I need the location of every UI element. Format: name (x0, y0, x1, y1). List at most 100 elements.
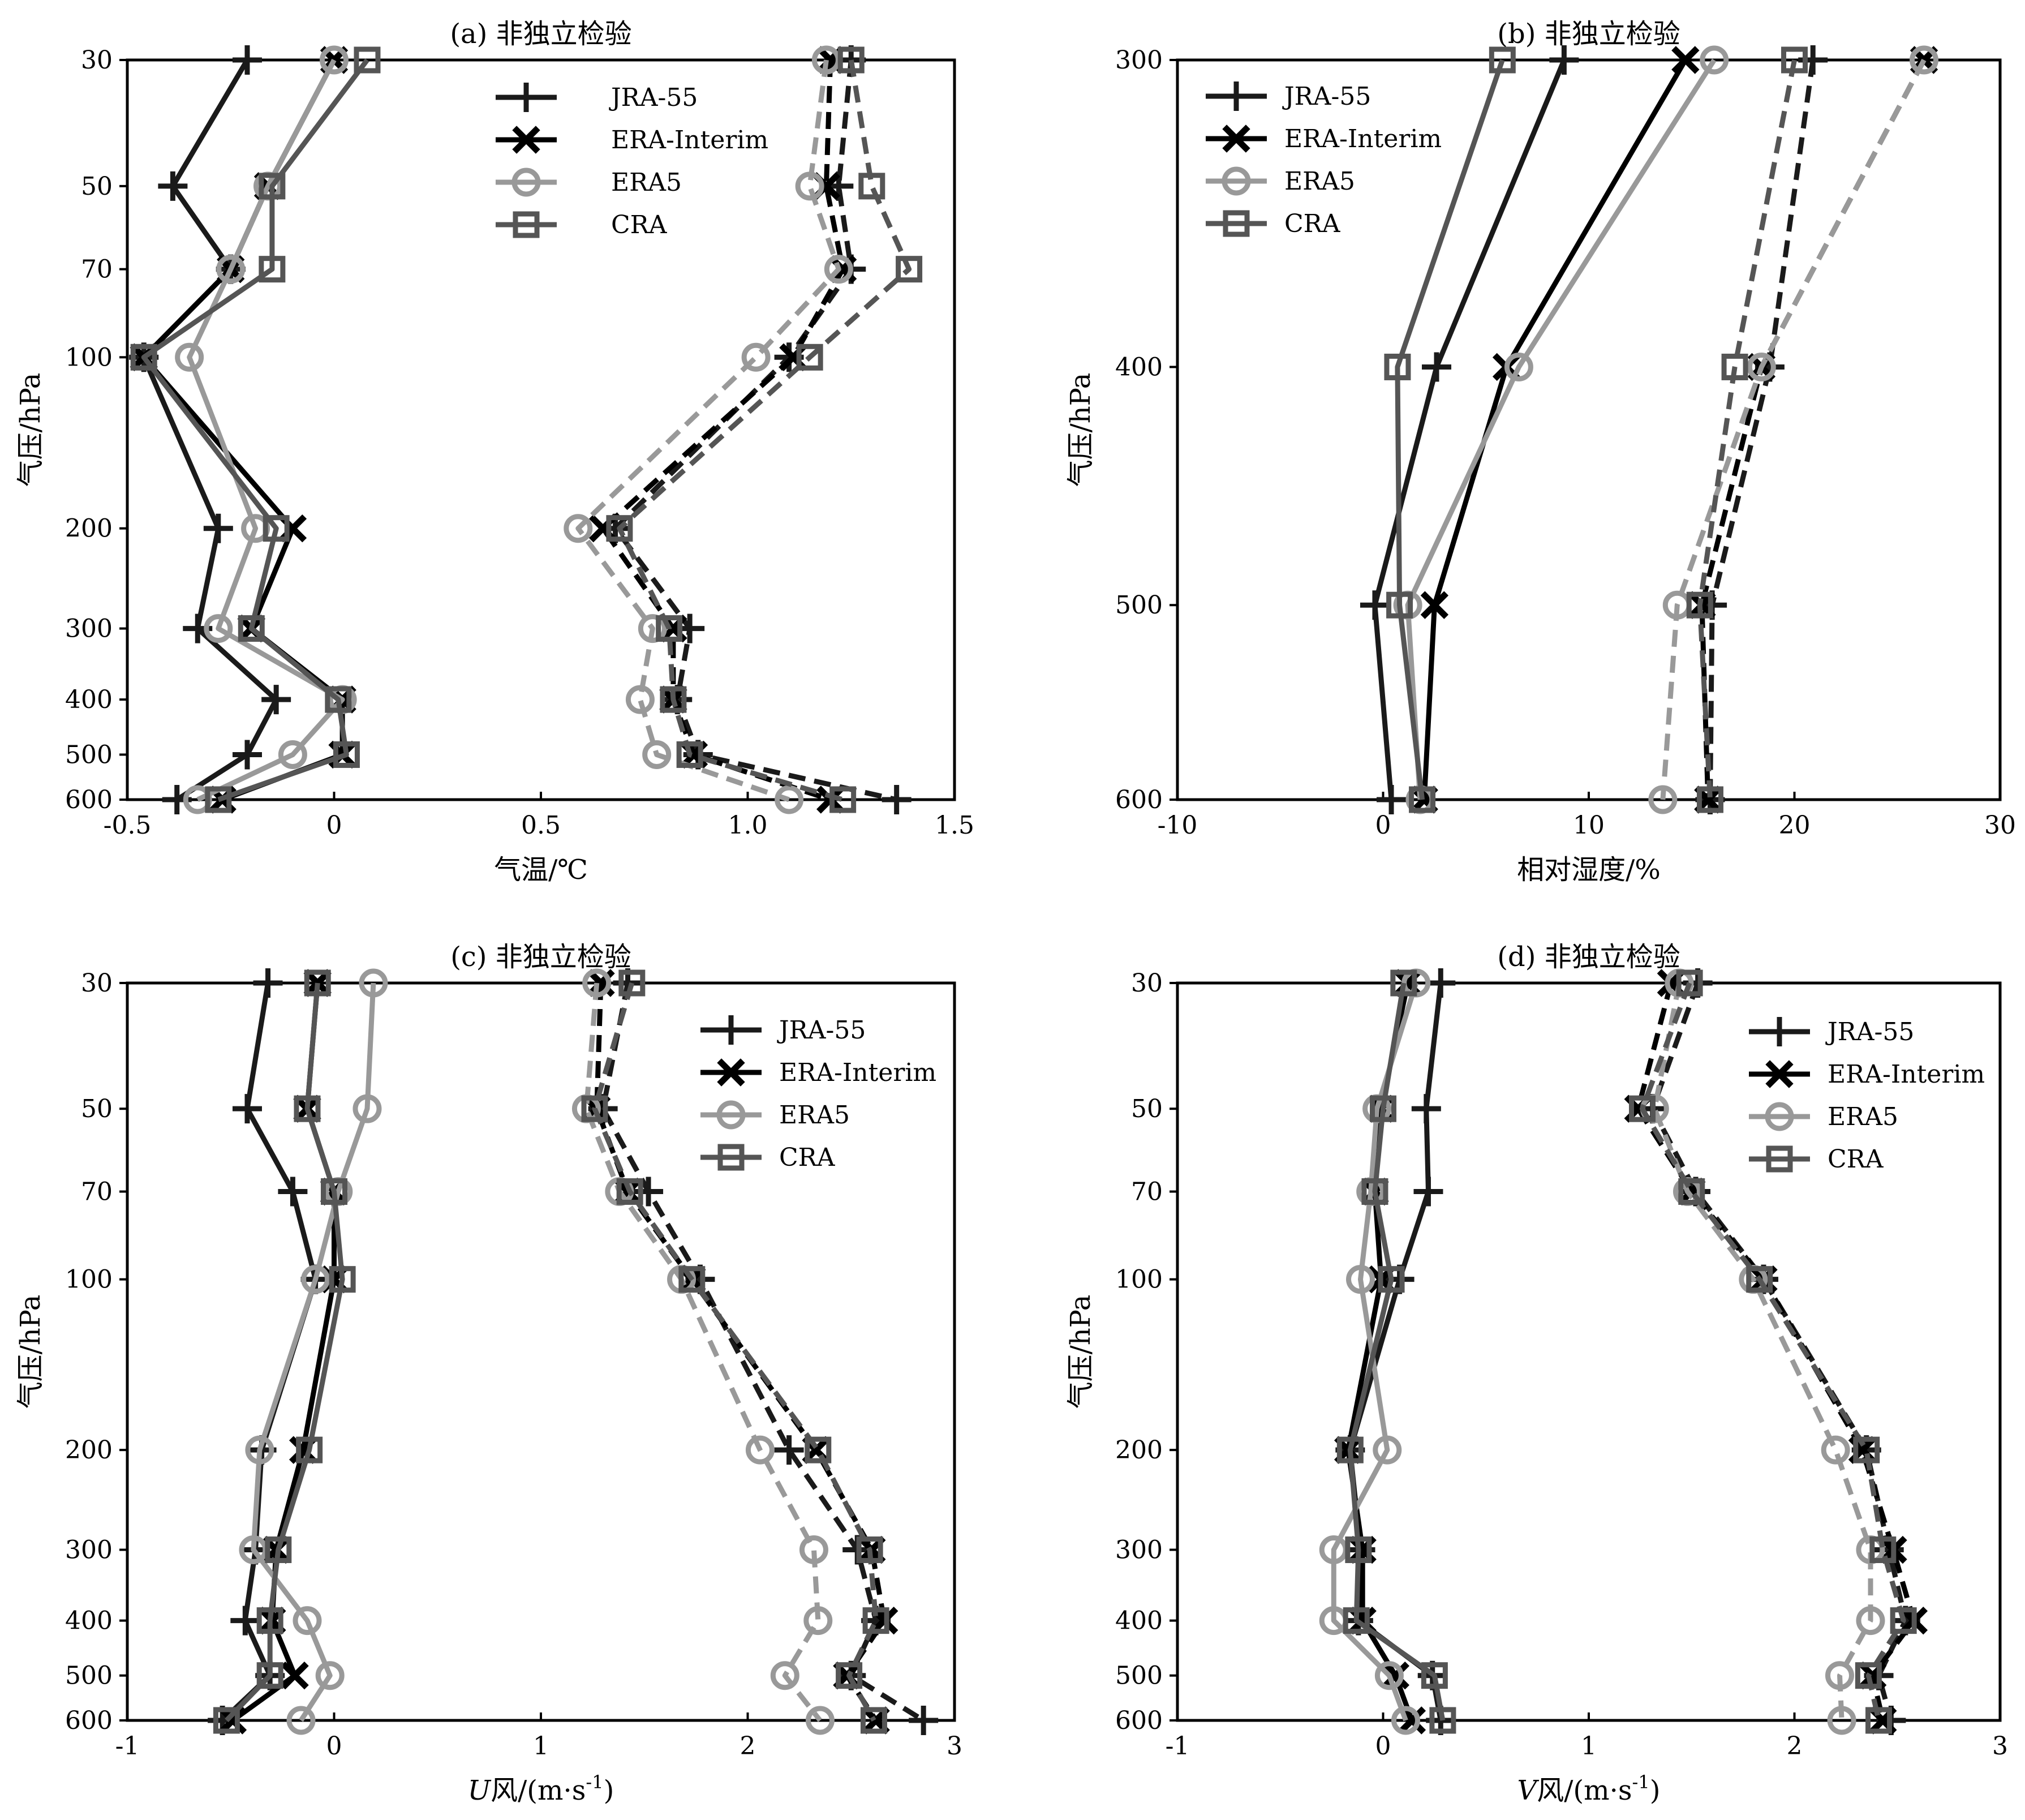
panel-b-data-point (1422, 352, 1452, 382)
panel-b-data-point (1549, 45, 1579, 75)
panel-d-legend-label: JRA-55 (1825, 1018, 1914, 1046)
panel-b-legend-label: JRA-55 (1282, 82, 1371, 111)
panel-a-data-point (325, 686, 352, 713)
panel-a-x-tick-label: 1.5 (935, 811, 974, 840)
panel-d-data-point (1825, 1661, 1854, 1690)
panel-c-data-point (256, 1607, 283, 1634)
panel-c-data-point (253, 968, 283, 998)
panel-a-x-tick-label: 1.0 (728, 811, 768, 840)
panel-c-series-line (251, 982, 376, 1722)
panel-b-data-point (1360, 590, 1390, 620)
panel-c-data-point (581, 1095, 608, 1122)
panel-b-series-line (1372, 59, 1567, 800)
panel-c-data-point (296, 1436, 323, 1463)
panel-c-data-point (278, 1177, 308, 1207)
panel-c-data-point (836, 1662, 863, 1689)
panel-a-data-point (259, 173, 286, 200)
panel-a-y-tick-label: 200 (65, 514, 113, 543)
panel-a-legend-label: ERA-Interim (611, 126, 768, 154)
panel-c-data-point (618, 969, 646, 997)
panel-d-data-point (1378, 1266, 1405, 1293)
panel-d-series-line (1652, 982, 1873, 1721)
panel-c-x-tick-label: 0 (326, 1732, 342, 1761)
panel-c-data-point (359, 968, 388, 998)
panel-a-legend-label: JRA-55 (609, 83, 698, 112)
panel-b-data-point (1377, 785, 1407, 814)
panel-d-data-point (1391, 1706, 1420, 1735)
panel-a-y-axis-label: 气压/hPa (15, 373, 46, 487)
panel-c-data-point (232, 1094, 262, 1124)
panel-d-legend: JRA-55 ERA-Interim ERA5 CRA (1749, 1017, 1985, 1174)
panel-d-series-0 (1335, 968, 1456, 1735)
panel-a-data-point (564, 514, 593, 543)
panel-d-data-point (1821, 1435, 1850, 1465)
panel-a-y-tick-label: 100 (65, 343, 113, 372)
panel-a-data-point (205, 786, 232, 813)
panel-a-series-4 (600, 45, 912, 814)
panel-d-data-point (1890, 1607, 1917, 1634)
panel-a-data-point (333, 741, 360, 768)
panel-c-legend-label: ERA-Interim (779, 1058, 936, 1087)
panel-b-y-tick-label: 500 (1115, 591, 1163, 620)
panel-c-y-tick-label: 200 (65, 1436, 113, 1465)
panel-b-series-6 (1648, 45, 1939, 814)
panel-c-data-point (218, 1706, 247, 1735)
panel-d-data-point (1746, 1266, 1773, 1293)
panel-b-series-line (1405, 58, 1717, 800)
panel-b-y-tick-label: 300 (1115, 46, 1163, 75)
panel-a-series-line (187, 58, 345, 802)
panel-d-data-point (1865, 1707, 1893, 1734)
panel-b-series-line (1421, 58, 1688, 800)
panel-c-data-point (213, 1707, 240, 1734)
panel-c-legend-marker (717, 1144, 745, 1171)
panel-b-data-point (1384, 353, 1411, 380)
panel-a-data-point (204, 614, 233, 643)
panel-a-series-line (617, 59, 912, 802)
panel-c-data-point (352, 1094, 382, 1123)
panel-c-series-2 (239, 968, 388, 1735)
panel-d-series-7 (1629, 969, 1917, 1734)
panel-d-title: (d) 非独立检验 (1497, 941, 1680, 973)
panel-d-data-point (1856, 1606, 1885, 1636)
panel-c-data-point (770, 1661, 799, 1690)
panel-c-data-point (329, 1266, 356, 1293)
panel-c-data-point (304, 969, 331, 997)
panel-d-x-tick-label: 2 (1787, 1732, 1803, 1761)
panel-a-x-tick-label: 0 (326, 811, 342, 840)
panel-c-data-point (230, 1606, 260, 1636)
panel-d-data-point (1676, 969, 1703, 997)
panel-c-legend-marker (716, 1100, 746, 1130)
panel-c-legend-label: CRA (779, 1143, 836, 1172)
panel-c-data-point (745, 1435, 775, 1465)
panel-b-x-tick-label: -10 (1158, 811, 1198, 840)
panel-b-series-line (1395, 59, 1505, 800)
panel-c-series-line (592, 982, 879, 1722)
panel-c-data-point (803, 1606, 833, 1636)
panel-b-legend-label: ERA5 (1284, 167, 1355, 196)
panel-a-data-point (796, 344, 823, 371)
panel-c-data-point (315, 1661, 345, 1690)
panel-b-data-point (1700, 45, 1729, 75)
panel-a-legend-label: CRA (611, 211, 668, 239)
panel-b-x-tick-label: 20 (1779, 811, 1811, 840)
panel-d-y-tick-label: 50 (1131, 1094, 1163, 1123)
panel-a-series-line (575, 59, 841, 802)
panel-d-data-point (1390, 969, 1417, 997)
panel-a-y-tick-label: 600 (65, 785, 113, 814)
panel-c-y-tick-label: 50 (81, 1094, 113, 1123)
panel-d-legend-marker (1765, 1060, 1794, 1088)
panel-a-data-point (896, 256, 923, 283)
panel-d-y-tick-label: 500 (1115, 1662, 1163, 1690)
panel-d-legend-marker (1765, 1017, 1794, 1046)
panel-c-data-point (805, 1706, 835, 1735)
panel-c-data-point (860, 1707, 887, 1734)
panel-c-x-axis-label: U风/(m·s-1) (468, 1771, 614, 1806)
panel-c: (c) 非独立检验 -1 0 1 2 3 30 50 70 100 200 300 400 500 600 U… (15, 941, 962, 1806)
panel-a-x-axis-label: 气温/℃ (494, 854, 588, 886)
panel-b-data-point (1721, 353, 1748, 380)
panel-d-y-tick-label: 300 (1115, 1536, 1163, 1565)
panel-a-data-point (216, 255, 246, 284)
panel-d-data-point (1336, 1436, 1364, 1463)
panel-d-data-point (1411, 1094, 1441, 1124)
